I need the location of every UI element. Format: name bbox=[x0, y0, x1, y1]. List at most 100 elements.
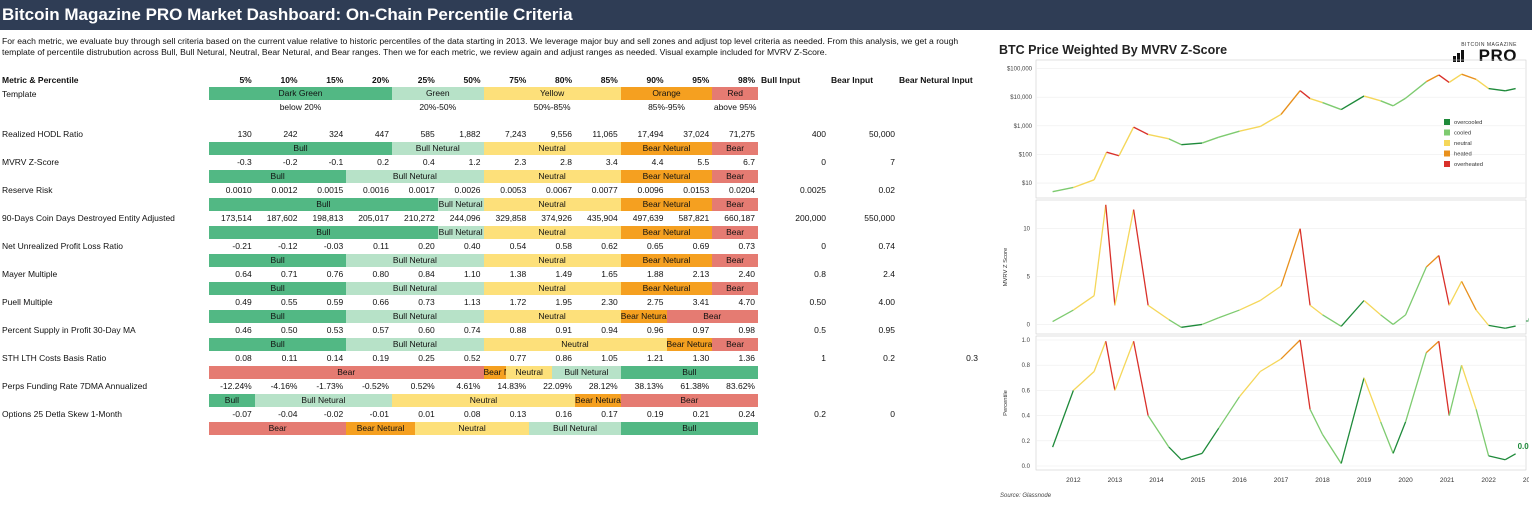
mvrv-line-segment bbox=[1147, 304, 1170, 321]
band-neutral: Neutral bbox=[483, 338, 667, 351]
pct-tick-label: 0.2 bbox=[1022, 439, 1031, 445]
price-line-segment bbox=[1218, 130, 1240, 138]
pct-line-segment bbox=[1340, 377, 1365, 464]
metric-value: 0.76 bbox=[326, 269, 344, 279]
metric-value: 0.08 bbox=[463, 409, 481, 419]
pct-line-segment bbox=[1488, 455, 1506, 461]
metric-value: 6.7 bbox=[743, 157, 755, 167]
pct-line-segment bbox=[1504, 453, 1516, 461]
mvrv-line-segment bbox=[1105, 204, 1116, 306]
metric-name: Percent Supply in Profit 30-Day MA bbox=[2, 325, 136, 335]
pct-line-segment bbox=[1168, 446, 1182, 461]
mvrv-line-segment bbox=[1425, 255, 1440, 268]
bear-input-value: 0.74 bbox=[878, 241, 895, 251]
metric-value: 497,639 bbox=[632, 213, 664, 223]
metric-value: 4.70 bbox=[738, 297, 755, 307]
metric-value: 198,813 bbox=[312, 213, 344, 223]
x-tick-label: 2014 bbox=[1149, 477, 1164, 484]
chart-panel-frame bbox=[1035, 335, 1527, 471]
pct-line-segment bbox=[1392, 421, 1407, 454]
metric-value: -0.21 bbox=[232, 241, 252, 251]
metric-value: 38.13% bbox=[634, 381, 664, 391]
metric-name: Options 25 Detla Skew 1-Month bbox=[2, 409, 123, 419]
metric-value: 0.0016 bbox=[363, 185, 389, 195]
x-tick-label: 2019 bbox=[1357, 477, 1372, 484]
metric-value: -0.3 bbox=[237, 157, 252, 167]
band-bull-netural: Bull Netural bbox=[346, 310, 484, 323]
mvrv-line-segment bbox=[1461, 281, 1477, 311]
header-percentile: 15% bbox=[326, 75, 344, 85]
template-range-label: above 95% bbox=[713, 102, 757, 112]
band-bull-netural: Bull Netural bbox=[392, 142, 484, 155]
metric-value: 0.69 bbox=[692, 241, 710, 251]
x-tick-label: 2017 bbox=[1274, 477, 1289, 484]
metric-value: 1.49 bbox=[555, 269, 572, 279]
pct-line-segment bbox=[1072, 371, 1095, 391]
band-bull-netural: Bull Netural bbox=[529, 422, 621, 435]
header-percentile: 25% bbox=[417, 75, 435, 85]
legend-swatch bbox=[1444, 129, 1450, 136]
header-percentile: 5% bbox=[239, 75, 252, 85]
legend-label: heated bbox=[1454, 152, 1472, 158]
metric-value: 0.97 bbox=[692, 325, 710, 335]
metric-value: 0.0153 bbox=[683, 185, 710, 195]
band-neutral: Neutral bbox=[506, 366, 553, 379]
pct-line-segment bbox=[1093, 341, 1107, 372]
mvrv-line-segment bbox=[1404, 266, 1427, 316]
bear-netural-input-value: 0.3 bbox=[966, 353, 978, 363]
metric-value: 9,556 bbox=[550, 129, 572, 139]
pct-line-segment bbox=[1363, 377, 1382, 423]
pct-line-segment bbox=[1147, 415, 1170, 448]
metric-value: 61.38% bbox=[680, 381, 710, 391]
band-neutral: Neutral bbox=[414, 422, 530, 435]
price-tick-label: $10 bbox=[1022, 181, 1033, 187]
x-tick-label: 2020 bbox=[1398, 477, 1413, 484]
metric-value: 0.40 bbox=[463, 241, 481, 251]
mvrv-line-segment bbox=[1363, 300, 1382, 316]
mvrv-line-segment bbox=[1488, 324, 1506, 329]
metric-value: 0.74 bbox=[463, 325, 481, 335]
metric-value: 0.55 bbox=[280, 297, 298, 307]
band-bear: Bear bbox=[712, 282, 758, 295]
price-line-segment bbox=[1299, 90, 1311, 100]
price-line-segment bbox=[1380, 100, 1394, 107]
metric-value: 0.52% bbox=[410, 381, 435, 391]
bull-input-value: 0 bbox=[821, 241, 826, 251]
metric-value: 2.40 bbox=[738, 269, 755, 279]
metric-value: 0.14 bbox=[326, 353, 344, 363]
metric-value: 1.10 bbox=[463, 269, 481, 279]
metric-value: 0.0010 bbox=[225, 185, 252, 195]
price-tick-label: $100 bbox=[1019, 152, 1033, 158]
metric-value: 0.80 bbox=[372, 269, 389, 279]
pct-line-segment bbox=[1238, 371, 1261, 398]
x-tick-label: 2016 bbox=[1232, 477, 1247, 484]
pct-tick-label: 1.0 bbox=[1022, 338, 1031, 344]
legend-label: overheated bbox=[1454, 162, 1483, 168]
metric-value: 0.91 bbox=[555, 325, 572, 335]
band-bear-netural: Bear Netural bbox=[620, 254, 713, 267]
header-bear-netural-input: Bear Netural Input bbox=[899, 75, 973, 85]
header-metric: Metric & Percentile bbox=[2, 75, 79, 85]
metric-value: 1.72 bbox=[509, 297, 527, 307]
pct-line-segment bbox=[1438, 341, 1450, 416]
metric-value: 0.65 bbox=[646, 241, 664, 251]
metric-value: 210,272 bbox=[404, 213, 435, 223]
bear-input-value: 50,000 bbox=[869, 129, 895, 139]
metric-value: 1.88 bbox=[646, 269, 664, 279]
pct-line-segment bbox=[1218, 396, 1241, 429]
metric-value: 585 bbox=[420, 129, 435, 139]
metric-name: Mayer Multiple bbox=[2, 269, 58, 279]
metric-value: 22.09% bbox=[543, 381, 572, 391]
template-label: Template bbox=[2, 89, 37, 99]
metric-value: 0.0096 bbox=[637, 185, 664, 195]
price-line-segment bbox=[1340, 95, 1365, 111]
header-percentile: 80% bbox=[554, 75, 572, 85]
metric-name: Net Unrealized Profit Loss Ratio bbox=[2, 241, 123, 251]
metric-value: -0.12 bbox=[278, 241, 298, 251]
band-bull: Bull bbox=[209, 282, 347, 295]
legend-swatch bbox=[1444, 140, 1450, 146]
band-bear-netural: Orange bbox=[620, 87, 713, 100]
metric-value: 374,926 bbox=[541, 213, 572, 223]
pct-line-segment bbox=[1448, 365, 1463, 416]
pct-line-segment bbox=[1380, 421, 1394, 454]
